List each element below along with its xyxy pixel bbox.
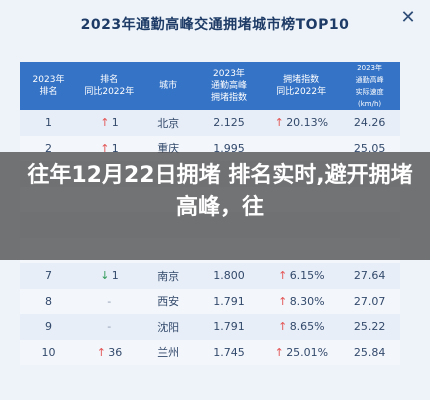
index-change-cell: ↑ 8.30%: [278, 294, 325, 308]
index-change-cell: ↑ 8.65%: [278, 320, 325, 334]
rank-change-cell: -: [107, 294, 112, 308]
table-row: 7 ↓ 1 南京 1.800 ↑ 6.15% 27.64: [20, 263, 400, 289]
index-cell: 1.791: [213, 320, 245, 334]
arrow-up-icon: ↑: [100, 141, 110, 155]
arrow-up-icon: ↑: [278, 269, 288, 283]
speed-cell: 25.84: [353, 345, 386, 359]
rank-cell: 8: [45, 294, 52, 308]
table-row: 8 - 西安 1.791 ↑ 8.30% 27.07: [20, 288, 400, 314]
page-title: 2023年通勤高峰交通拥堵城市榜TOP10: [80, 17, 350, 33]
index-cell: 1.800: [213, 269, 245, 283]
close-icon[interactable]: ✕: [400, 7, 416, 28]
arrow-up-icon: ↑: [100, 116, 110, 130]
arrow-up-icon: ↑: [278, 320, 288, 334]
header-index: 2023年 通勤高峰 拥堵指数: [210, 69, 247, 103]
header-rank: 2023年 排名: [32, 75, 65, 97]
rank-cell: 1: [45, 116, 52, 130]
table-header-row: 2023年 排名 排名 同比2022年 城市 2023年 通勤高峰 拥堵指数 拥堵指数同…: [20, 62, 400, 110]
overlay-banner: 往年12月22日拥堵 排名实时,避开拥堵高峰，往: [0, 152, 430, 260]
city-cell: 南京: [157, 269, 180, 283]
rank-change-cell: ↓ 1: [100, 269, 119, 283]
speed-cell: 27.07: [353, 294, 386, 308]
header-speed: 2023年 通勤高峰 实际速度 (km/h): [355, 64, 384, 108]
arrow-up-icon: ↑: [96, 345, 106, 359]
rank-cell: 7: [45, 269, 52, 283]
speed-cell: 24.26: [353, 116, 386, 130]
rank-cell: 2: [45, 141, 52, 155]
table-row: 9 - 沈阳 1.791 ↑ 8.65% 25.22: [20, 314, 400, 340]
table-row: 10 ↑ 36 兰州 1.745 ↑ 25.01% 25.84: [20, 339, 400, 365]
banner-text: 往年12月22日拥堵 排名实时,避开拥堵高峰，往: [27, 163, 413, 220]
header-rank-change: 排名 同比2022年: [84, 75, 135, 97]
index-change-cell: ↑ 25.01%: [274, 345, 329, 359]
speed-cell: 27.64: [353, 269, 386, 283]
city-cell: 北京: [157, 116, 180, 130]
city-cell: 西安: [157, 295, 180, 309]
speed-cell: 25.05: [353, 141, 386, 155]
arrow-up-icon: ↑: [274, 345, 284, 359]
index-change-cell: ↑ 6.15%: [278, 269, 325, 283]
index-cell: 2.125: [213, 116, 245, 130]
rank-cell: 9: [45, 320, 52, 334]
arrow-up-icon: ↑: [278, 294, 288, 308]
table-row: 1 ↑ 1 北京 2.125 ↑ 20.13% 24.26: [20, 110, 400, 136]
index-cell: 1.995: [213, 141, 245, 155]
index-change-cell: ↑ 20.13%: [274, 116, 329, 130]
rank-change-cell: ↑ 1: [100, 141, 119, 155]
city-cell: 沈阳: [157, 320, 180, 334]
index-cell: 1.745: [213, 345, 245, 359]
header-city: 城市: [159, 81, 178, 91]
header-index-change: 拥堵指数 同比2022年: [276, 75, 327, 97]
speed-cell: 25.22: [353, 320, 386, 334]
rank-change-cell: ↑ 36: [96, 345, 123, 359]
rank-change-cell: ↑ 1: [100, 116, 119, 130]
arrow-down-icon: ↓: [100, 269, 110, 283]
arrow-up-icon: ↑: [274, 116, 284, 130]
index-cell: 1.791: [213, 294, 245, 308]
city-cell: 兰州: [157, 346, 180, 360]
rank-cell: 10: [41, 345, 56, 359]
rank-change-cell: -: [107, 320, 112, 334]
